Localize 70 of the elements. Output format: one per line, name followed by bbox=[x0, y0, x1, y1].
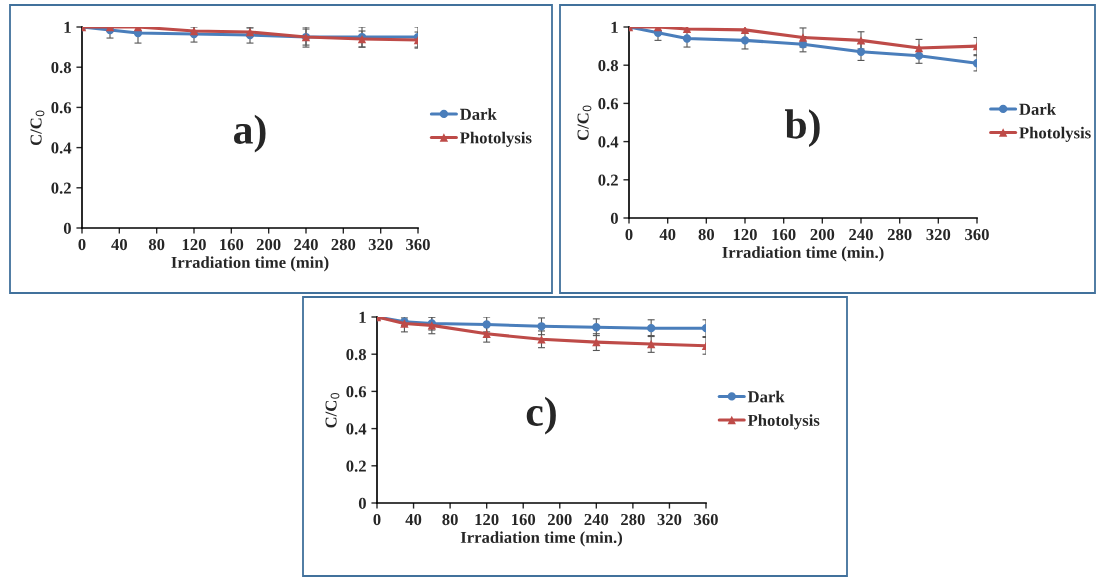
x-tick-label: 280 bbox=[621, 513, 645, 526]
point bbox=[592, 337, 601, 347]
x-tick-label: 80 bbox=[148, 238, 165, 251]
x-axis-title: Irradiation time (min) bbox=[171, 256, 329, 272]
x-tick-label: 120 bbox=[475, 513, 499, 526]
x-tick-label: 320 bbox=[368, 238, 393, 251]
y-tick-label: 0 bbox=[610, 212, 618, 224]
y-tick-label: 0.8 bbox=[51, 61, 72, 74]
annotation: b) bbox=[785, 109, 820, 148]
x-tick-label: 200 bbox=[256, 238, 281, 251]
y-tick-label: 0 bbox=[358, 497, 366, 509]
x-tick-label: 160 bbox=[220, 238, 244, 251]
x-axis-title: Irradiation time (min.) bbox=[460, 531, 623, 547]
x-tick-label: 280 bbox=[331, 238, 356, 251]
y-tick-label: 0.6 bbox=[51, 102, 72, 114]
x-tick-label: 320 bbox=[657, 513, 682, 526]
y-axis-title: C/C$_{0}$ bbox=[30, 110, 45, 146]
point bbox=[482, 329, 491, 338]
x-tick-label: 360 bbox=[694, 513, 718, 526]
x-tick-label: 120 bbox=[733, 228, 757, 241]
x-tick-label: 360 bbox=[965, 228, 989, 241]
x-tick-label: 0 bbox=[625, 228, 633, 241]
x-tick-label: 160 bbox=[772, 228, 796, 241]
legend-label: Dark bbox=[460, 108, 497, 120]
legend-label: Photolysis bbox=[460, 131, 532, 147]
y-tick-label: 0.2 bbox=[346, 460, 366, 472]
x-axis-title: Irradiation time (min.) bbox=[722, 246, 884, 262]
line-series bbox=[377, 317, 706, 350]
x-tick-label: 40 bbox=[659, 228, 676, 241]
x-tick-label: 40 bbox=[111, 238, 128, 251]
x-tick-label: 240 bbox=[849, 228, 873, 241]
y-tick-label: 0.2 bbox=[598, 174, 618, 186]
point bbox=[647, 339, 656, 349]
x-tick-label: 80 bbox=[442, 513, 458, 526]
legend-label: Photolysis bbox=[747, 414, 820, 430]
y-tick-label: 1 bbox=[359, 311, 366, 323]
x-tick-label: 280 bbox=[887, 228, 912, 241]
x-tick-label: 0 bbox=[373, 513, 381, 526]
x-tick-label: 360 bbox=[406, 238, 430, 251]
y-tick-label: 1 bbox=[611, 21, 618, 33]
legend-label: Dark bbox=[1019, 103, 1056, 115]
legend-label: Photolysis bbox=[1019, 126, 1091, 142]
point bbox=[647, 323, 656, 333]
y-axis-title: C/C$_{0}$ bbox=[577, 105, 592, 141]
x-tick-label: 120 bbox=[182, 238, 206, 251]
x-tick-label: 160 bbox=[512, 513, 536, 526]
x-tick-label: 240 bbox=[294, 238, 318, 251]
annotation: c) bbox=[526, 396, 556, 435]
x-tick-label: 320 bbox=[926, 228, 951, 241]
point bbox=[482, 320, 491, 329]
y-tick-label: 0.6 bbox=[598, 98, 619, 110]
y-tick-label: 0.4 bbox=[598, 136, 619, 148]
y-tick-label: 0.8 bbox=[598, 59, 619, 72]
legend-label: Dark bbox=[747, 390, 785, 403]
y-axis-title: C/C$_{0}$ bbox=[325, 392, 340, 428]
annotation: a) bbox=[233, 114, 266, 153]
x-tick-label: 80 bbox=[698, 228, 715, 241]
x-tick-label: 240 bbox=[584, 513, 609, 526]
point bbox=[537, 335, 546, 344]
y-tick-label: 0.6 bbox=[346, 386, 367, 398]
y-tick-label: 0.4 bbox=[51, 142, 72, 154]
x-tick-label: 40 bbox=[405, 513, 422, 526]
x-tick-label: 0 bbox=[78, 238, 86, 251]
point bbox=[537, 322, 546, 331]
y-tick-label: 0.8 bbox=[346, 348, 367, 361]
x-tick-label: 200 bbox=[547, 513, 572, 526]
y-tick-label: 0.2 bbox=[51, 182, 71, 194]
y-tick-label: 1 bbox=[64, 21, 71, 33]
x-tick-label: 200 bbox=[810, 228, 835, 241]
y-tick-label: 0.4 bbox=[346, 423, 367, 435]
